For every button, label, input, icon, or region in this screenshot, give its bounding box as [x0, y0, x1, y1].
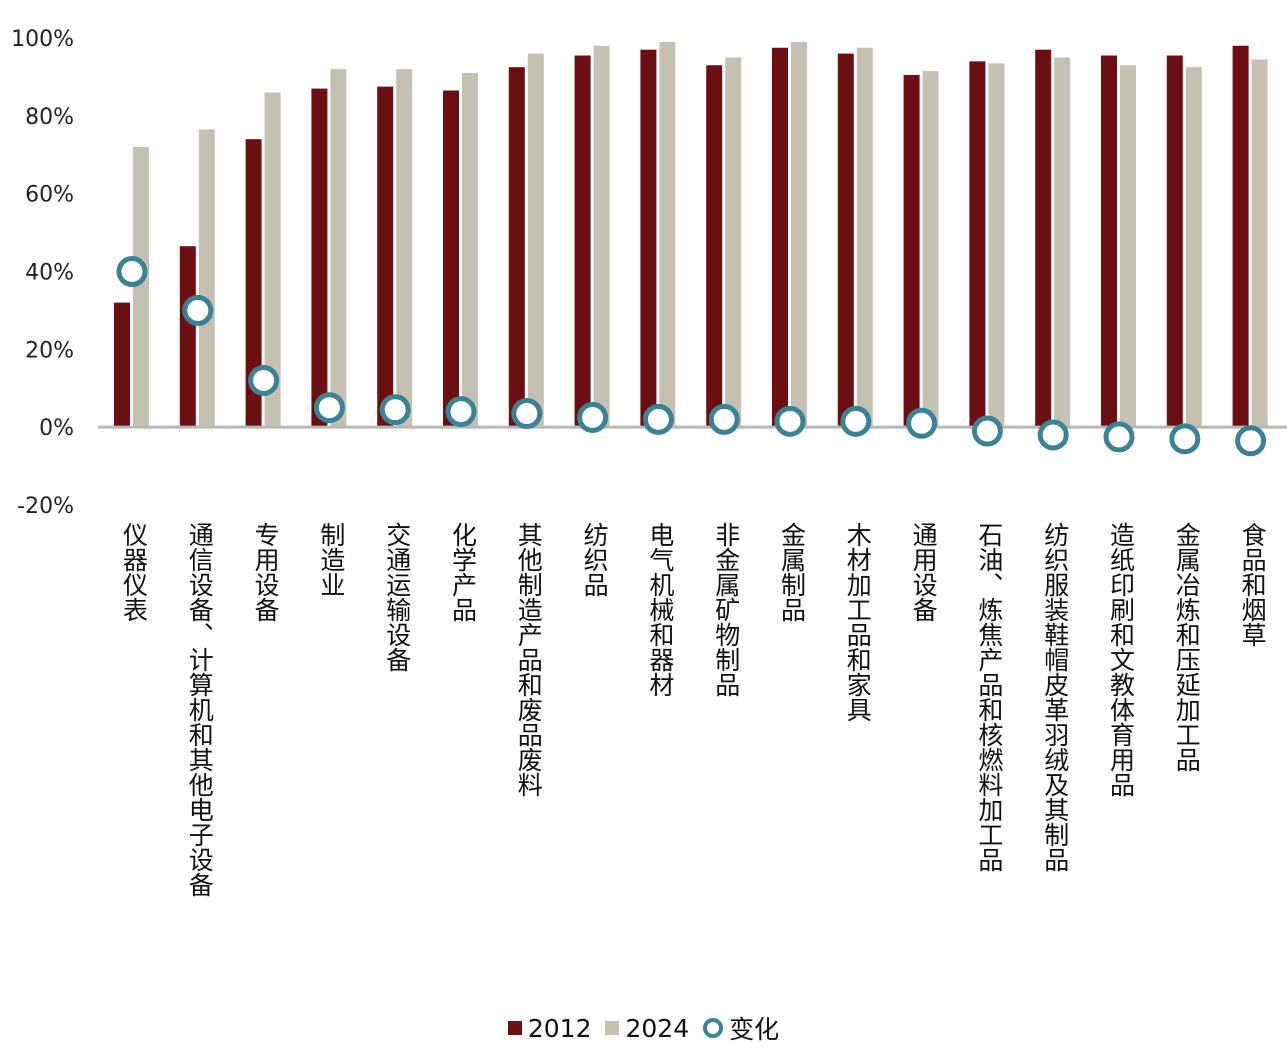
bar-2024	[527, 53, 544, 428]
marker-change	[511, 398, 543, 430]
marker-change	[906, 407, 938, 439]
bar-2024	[593, 45, 610, 428]
x-tick-label: 仪器仪表	[120, 522, 149, 622]
legend-item-2012: 2012	[507, 1013, 592, 1043]
bar-2024	[659, 41, 676, 428]
marker-change	[445, 396, 477, 428]
legend-label-2024: 2024	[625, 1013, 690, 1043]
bar-2012	[443, 90, 459, 428]
marker-change	[1103, 421, 1135, 453]
x-tick-label: 其他制造产品和废品废料	[514, 522, 543, 797]
x-tick-label: 金属冶炼和压延加工品	[1172, 522, 1201, 772]
legend-swatch-2024	[605, 1021, 620, 1035]
bar-2024	[1251, 59, 1268, 428]
x-tick-label: 通用设备	[909, 522, 938, 622]
marker-change	[116, 256, 148, 287]
chart: -20% 0% 20% 40% 60% 80% 100% 仪器仪表 通信设备、计算机和其他电子设…	[11, 27, 1287, 897]
marker-change	[774, 405, 806, 437]
marker-change	[840, 405, 872, 437]
bar-2024	[1054, 57, 1071, 428]
marker-change	[642, 403, 674, 435]
bar-2012	[245, 139, 262, 428]
x-tick-label: 电气机械和器材	[646, 522, 675, 697]
marker-change	[1037, 419, 1069, 451]
bar-2024	[330, 69, 347, 428]
bar-2024	[856, 47, 873, 428]
bar-2024	[791, 41, 807, 428]
x-tick-label: 通信设备、计算机和其他电子设备	[185, 522, 214, 897]
bar-2012	[903, 74, 920, 428]
legend-item-change: 变化	[703, 1010, 779, 1046]
bar-2024	[725, 57, 742, 428]
legend-marker-change	[703, 1018, 724, 1038]
bar-2012	[508, 67, 525, 428]
legend-item-2024: 2024	[605, 1014, 689, 1043]
bar-2012	[1101, 55, 1117, 428]
marker-change	[379, 394, 411, 426]
bar-2024	[1120, 65, 1136, 428]
bar-2024	[462, 73, 478, 428]
bar-2012	[377, 86, 394, 428]
bar-2012	[969, 61, 986, 428]
x-tick-label: 纺织品	[580, 522, 609, 597]
marker-change	[577, 401, 609, 433]
y-tick-label: -20%	[17, 494, 74, 519]
bar-2024	[264, 92, 281, 428]
legend: 2012 2024 变化	[0, 1010, 1287, 1046]
marker-change	[708, 403, 740, 435]
marker-change	[313, 392, 345, 424]
legend-label-change: 变化	[729, 1015, 780, 1044]
x-tick-label: 纺织服装鞋帽皮革羽绒及其制品	[1041, 522, 1070, 872]
bar-2012	[837, 53, 854, 428]
x-tick-label: 专用设备	[251, 522, 280, 622]
bar-2012	[179, 246, 196, 428]
bar-2024	[988, 63, 1005, 428]
bar-2024	[1185, 67, 1202, 428]
x-tick-label: 交通运输设备	[383, 522, 412, 672]
bar-2012	[706, 65, 723, 428]
marker-change	[1235, 425, 1267, 457]
y-tick-label: 100%	[11, 27, 74, 52]
x-tick-label: 木材加工品和家具	[843, 522, 872, 722]
y-tick-label: 60%	[25, 183, 74, 208]
y-tick-label: 0%	[39, 416, 74, 441]
x-tick-label: 非金属矿物制品	[712, 522, 741, 697]
bar-2012	[311, 88, 328, 428]
bar-2012	[772, 47, 788, 428]
bar-2024	[922, 71, 939, 428]
x-tick-label: 制造业	[317, 522, 346, 597]
bar-2012	[1035, 49, 1052, 428]
bar-2024	[198, 129, 215, 428]
legend-swatch-2012	[507, 1021, 522, 1035]
marker-change	[1169, 423, 1201, 455]
marker-change	[971, 415, 1003, 447]
y-tick-label: 80%	[25, 105, 74, 130]
marker-change	[182, 294, 214, 326]
bar-2012	[640, 49, 657, 428]
y-tick-label: 40%	[25, 261, 74, 286]
bar-2012	[1166, 55, 1183, 428]
x-tick-label: 石油、炼焦产品和核燃料加工品	[975, 522, 1004, 872]
bar-2012	[114, 302, 130, 428]
bar-2012	[574, 55, 591, 428]
bar-2024	[396, 69, 413, 428]
x-tick-label: 化学产品	[449, 522, 478, 622]
y-tick-label: 20%	[25, 338, 74, 363]
marker-change	[248, 364, 280, 396]
bar-2024	[133, 146, 149, 428]
bar-2012	[1232, 45, 1249, 428]
x-tick-label: 金属制品	[778, 522, 807, 622]
x-tick-label: 食品和烟草	[1238, 522, 1267, 647]
legend-label-2012: 2012	[527, 1013, 592, 1043]
x-tick-label: 造纸印刷和文教体育用品	[1107, 522, 1136, 797]
